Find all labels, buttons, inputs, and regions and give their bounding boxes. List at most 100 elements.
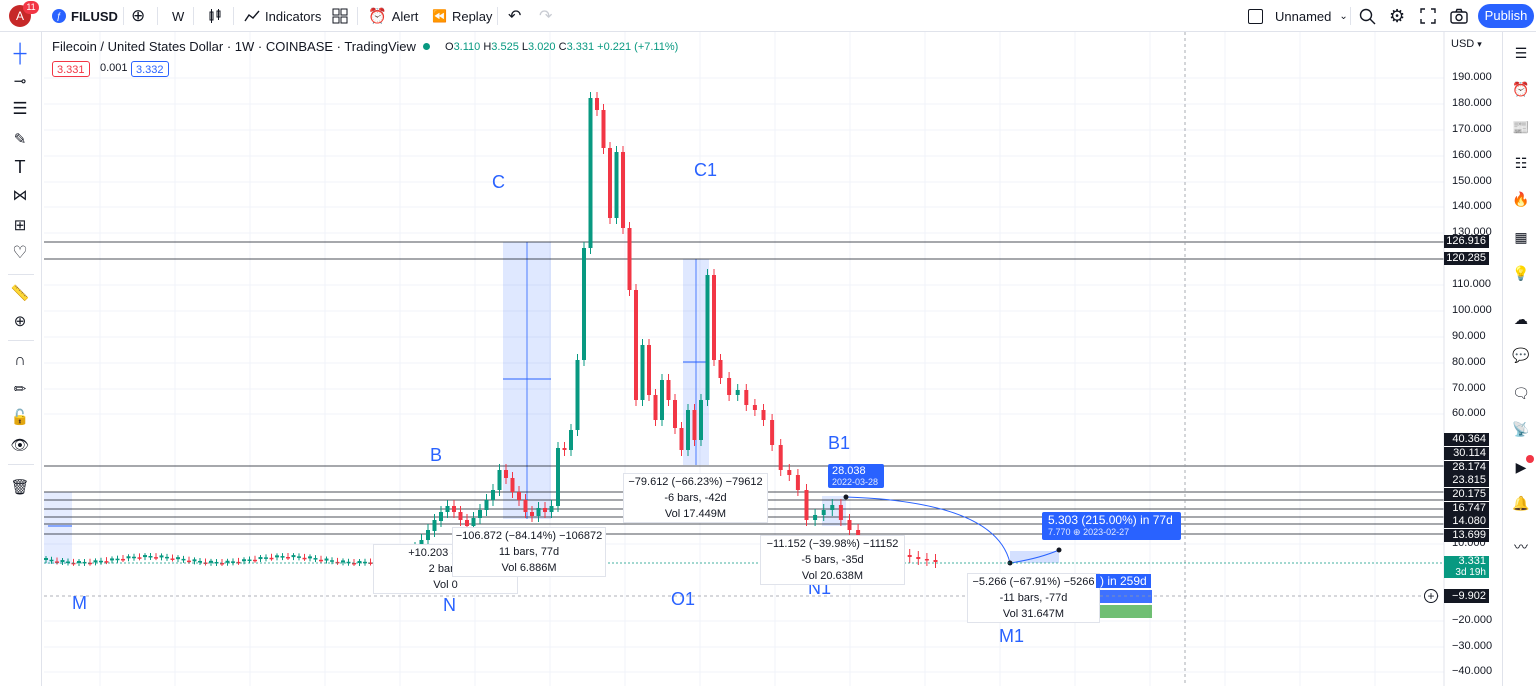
heart-icon[interactable]: ♡ <box>12 243 28 262</box>
candle-body <box>504 470 508 478</box>
lock-icon[interactable]: 🔓 <box>10 409 30 426</box>
level-price-tag: 28.174 <box>1444 461 1489 474</box>
text-tool-icon[interactable]: T <box>14 156 26 177</box>
play-icon[interactable]: ▶ <box>1515 458 1527 475</box>
prediction-icon[interactable]: ⊞ <box>13 217 27 234</box>
price-axis-label: 190.000 <box>1452 71 1492 83</box>
price-point-label[interactable]: 28.038 2022-03-28 <box>828 464 884 488</box>
search-icon[interactable] <box>1359 0 1376 32</box>
bell-icon[interactable]: 🔔 <box>1512 494 1530 511</box>
projection-curve <box>845 496 1011 564</box>
measure-box: −79.612 (−66.23%) −79612 -6 bars, -42d Vol… <box>623 473 768 523</box>
add-list-icon[interactable]: ☷ <box>1514 154 1528 171</box>
chat-icon[interactable]: 💬 <box>1512 346 1530 363</box>
templates-icon[interactable] <box>332 0 348 32</box>
candle-body <box>159 555 164 558</box>
level-price-tag: 14.080 <box>1444 515 1489 528</box>
camera-icon[interactable] <box>1450 0 1468 32</box>
fullscreen-icon[interactable] <box>1420 0 1436 32</box>
level-price-tag: 20.175 <box>1444 488 1489 501</box>
brush-icon[interactable]: ✎ <box>13 131 27 148</box>
candle-body <box>286 557 290 559</box>
currency-selector[interactable]: USD ▾ <box>1451 38 1482 50</box>
wave-label-b: B <box>430 445 443 465</box>
candle-body <box>110 558 114 561</box>
magnet-icon[interactable]: ∩ <box>14 352 26 369</box>
calendar-icon[interactable]: ▦ <box>1514 228 1528 245</box>
candle-body <box>569 430 573 450</box>
ask-price[interactable]: 3.332 <box>131 61 169 77</box>
crosshair-icon[interactable]: ┼ <box>13 42 27 63</box>
live-dot <box>423 43 430 50</box>
compare-add-icon[interactable]: ⊕ <box>131 6 146 25</box>
alarm-clock-icon: ⏰ <box>368 8 387 25</box>
community-icon[interactable]: ☁ <box>1514 310 1528 327</box>
candle-body <box>148 556 153 558</box>
projection-label[interactable]: 5.303 (215.00%) in 77d 7.770 ⊕ 2023-02-2… <box>1042 512 1181 540</box>
layout-menu[interactable]: Unnamed ⌄ <box>1248 0 1348 32</box>
candle-body <box>778 445 783 470</box>
pattern-icon[interactable]: ⋈ <box>12 187 28 204</box>
price-axis-label: 80.000 <box>1452 356 1486 368</box>
price-axis-label: 100.000 <box>1452 304 1492 316</box>
rewind-icon: ⏪ <box>432 9 447 23</box>
candle-body <box>225 560 230 563</box>
candle-body <box>269 557 274 560</box>
candle-body <box>324 558 329 561</box>
ideas-icon[interactable]: 💡 <box>1512 264 1530 281</box>
add-plus-icon[interactable]: + <box>1424 589 1438 603</box>
candle-body <box>236 561 241 564</box>
publish-button[interactable]: Publish <box>1478 4 1534 28</box>
candle-body <box>510 478 515 492</box>
divider <box>193 7 194 25</box>
pulse-icon[interactable]: 〰 <box>1514 539 1528 555</box>
interval-button[interactable]: W <box>172 0 184 32</box>
divider <box>497 7 498 25</box>
price-axis-label: 160.000 <box>1452 149 1492 161</box>
ruler-icon[interactable]: 📏 <box>10 285 30 302</box>
news-icon[interactable]: 📰 <box>1512 118 1530 135</box>
lock-drawings-icon[interactable]: ✏ <box>13 381 27 398</box>
chevron-down-icon: ⌄ <box>1339 10 1348 22</box>
candle-body <box>302 557 307 560</box>
indicators-button[interactable]: Indicators <box>244 0 321 32</box>
candle-body <box>718 360 723 378</box>
candle-body <box>770 420 775 445</box>
symbol-search-button[interactable]: ƒ FILUSD <box>52 0 118 32</box>
bid-price[interactable]: 3.331 <box>52 61 90 77</box>
candle-body <box>445 506 450 512</box>
alert-button[interactable]: ⏰ Alert <box>368 0 418 32</box>
wave-label-m: M <box>72 593 87 613</box>
horizontal-lines-icon[interactable]: ☰ <box>12 99 28 118</box>
notification-badge: 11 <box>23 1 39 14</box>
messages-icon[interactable]: 🗨 <box>1512 384 1530 401</box>
zoom-in-icon[interactable]: ⊕ <box>13 313 27 330</box>
replay-button[interactable]: ⏪ Replay <box>432 0 492 32</box>
candle-body <box>916 557 921 559</box>
candle-body <box>497 470 502 490</box>
filecoin-icon: ƒ <box>52 9 66 23</box>
price-axis-label: −30.000 <box>1452 640 1493 652</box>
candle-body <box>471 518 476 526</box>
eye-icon[interactable]: 👁 <box>10 437 30 454</box>
spread-value: 0.001 <box>100 62 128 74</box>
gear-icon[interactable]: ⚙ <box>1389 5 1406 26</box>
streams-icon[interactable]: 📡 <box>1512 420 1530 437</box>
top-toolbar: A 11 ƒ FILUSD ⊕ W Indicators ⏰ Alert ⏪ R… <box>0 0 1536 32</box>
candle-body <box>55 561 59 563</box>
undo-icon[interactable]: ↶ <box>508 8 522 25</box>
redo-icon[interactable]: ↷ <box>539 8 553 25</box>
hotlist-icon[interactable]: 🔥 <box>1512 190 1530 207</box>
candle-body <box>258 557 263 560</box>
candle-body <box>653 395 658 420</box>
watchlist-icon[interactable]: ☰ <box>1514 44 1528 61</box>
price-axis-label: 150.000 <box>1452 175 1492 187</box>
avatar-letter: A <box>15 9 24 23</box>
trend-line-icon[interactable]: ⊸ <box>13 73 27 90</box>
chart-type-icon[interactable] <box>207 0 223 32</box>
trash-icon[interactable]: 🗑 <box>10 479 30 496</box>
candle-body <box>242 559 246 562</box>
alarm-clock-icon[interactable]: ⏰ <box>1512 80 1530 97</box>
layout-name: Unnamed <box>1275 8 1332 24</box>
